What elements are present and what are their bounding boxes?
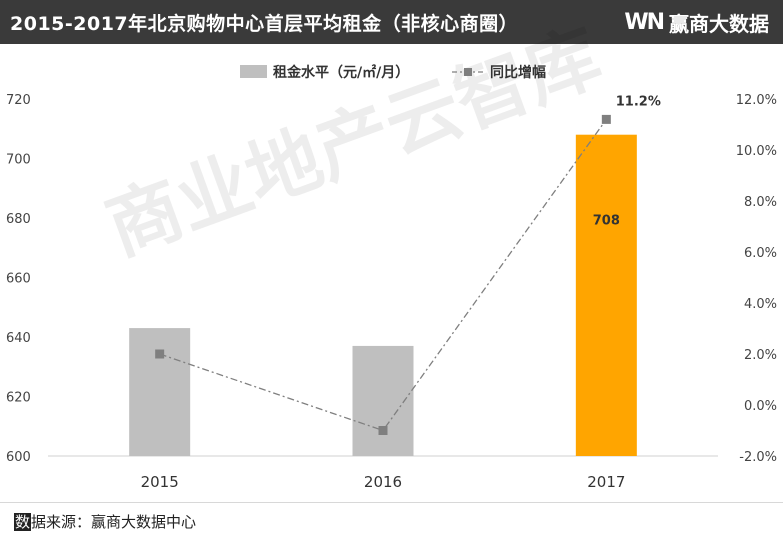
legend-swatch-line-marker [464, 68, 472, 76]
data-source-prefix: 数 [14, 513, 32, 531]
data-source-text: 据来源：赢商大数据中心 [31, 513, 197, 531]
footer: 数据来源：赢商大数据中心 [0, 502, 783, 537]
growth-point-2017 [601, 114, 611, 124]
y-left-tick-label: 620 [6, 391, 31, 406]
y-right-tick-label: 10.0% [736, 144, 777, 159]
bar-data-label: 708 [593, 214, 620, 229]
x-tick-label: 2015 [141, 473, 179, 491]
bar-2015 [129, 328, 191, 456]
growth-data-label: 11.2% [616, 94, 661, 109]
growth-point-2015 [155, 349, 165, 359]
y-right-tick-label: -2.0% [739, 450, 777, 465]
chart-header: 2015-2017年北京购物中心首层平均租金（非核心商圈） WN 赢商大数据 [0, 0, 783, 44]
y-right-tick-label: 12.0% [736, 93, 777, 108]
growth-point-2016 [378, 426, 388, 435]
data-source: 数据来源：赢商大数据中心 [14, 511, 196, 532]
y-left-tick-label: 660 [6, 272, 31, 287]
bar-2016 [352, 345, 414, 456]
y-right-tick-label: 0.0% [744, 399, 777, 414]
legend-label-bar: 租金水平（元/㎡/月） [273, 64, 409, 81]
chart-title: 2015-2017年北京购物中心首层平均租金（非核心商圈） [10, 13, 519, 35]
y-left-tick-label: 680 [6, 212, 31, 227]
y-right-tick-label: 6.0% [744, 246, 777, 261]
legend-swatch-bar [240, 65, 267, 78]
y-right-tick-label: 4.0% [744, 297, 777, 312]
y-right-tick-label: 8.0% [744, 195, 777, 210]
brand-mark: WN [624, 10, 665, 35]
bar-2017 [575, 134, 637, 456]
brand-name: 赢商大数据 [669, 12, 769, 36]
y-left-tick-label: 700 [6, 153, 31, 168]
y-left-tick-label: 640 [6, 331, 31, 346]
combo-chart: 600 620 640 660 680 700 720 -2.0% 0.0% 2.0% 4.0% 6.… [6, 64, 777, 491]
chart-area: 600 620 640 660 680 700 720 -2.0% 0.0% 2.0% 4.0% 6.… [0, 44, 783, 502]
x-tick-label: 2016 [364, 473, 402, 491]
y-right-tick-label: 2.0% [744, 348, 777, 363]
brand-logo: WN 赢商大数据 [624, 8, 769, 37]
y-left-tick-label: 600 [6, 450, 31, 465]
legend-label-line: 同比增幅 [490, 64, 546, 81]
x-tick-label: 2017 [587, 473, 625, 491]
y-left-tick-label: 720 [6, 93, 31, 108]
